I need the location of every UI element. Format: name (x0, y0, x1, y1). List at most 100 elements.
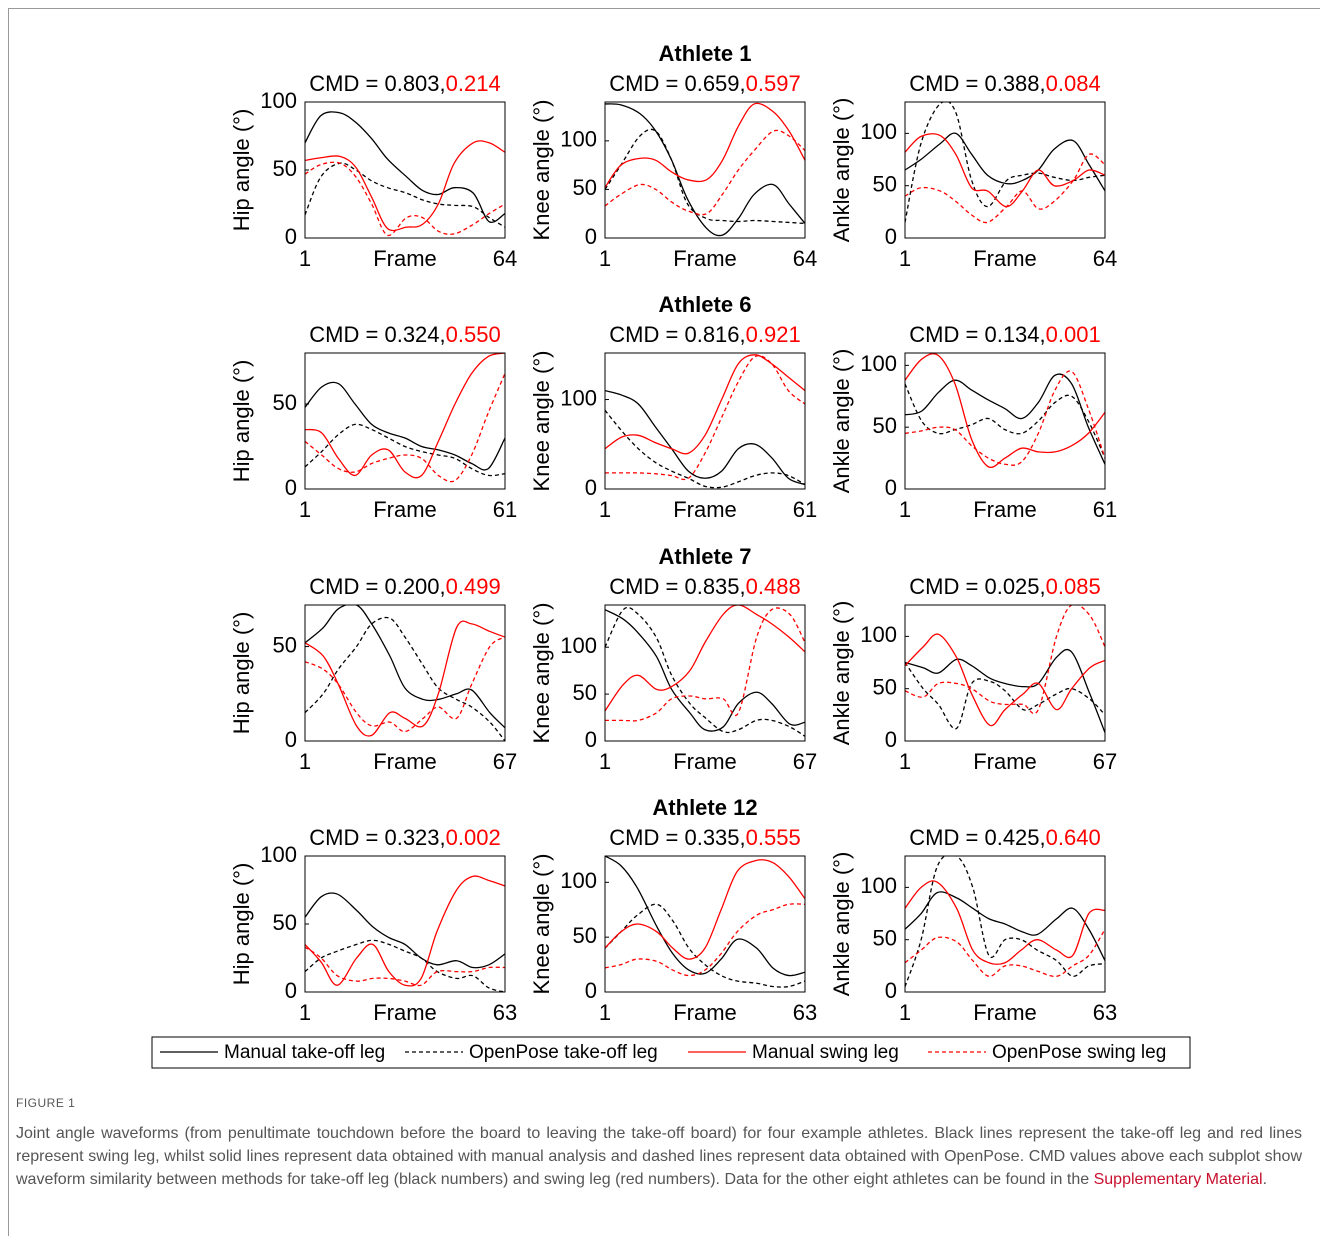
series-line (905, 370, 1105, 466)
y-tick-label: 50 (273, 632, 297, 657)
series-line (305, 161, 505, 236)
title-part: 0.085 (1046, 574, 1101, 599)
x-tick-label: 61 (793, 497, 817, 522)
subplot-title: CMD = 0.323,0.002 (309, 825, 500, 850)
series-line (305, 620, 505, 737)
row-title: Athlete 7 (659, 544, 752, 569)
x-axis-label: Frame (973, 246, 1037, 271)
subplot-title: CMD = 0.134,0.001 (909, 322, 1100, 347)
plot-box (304, 101, 506, 239)
caption-link[interactable]: Supplementary Material (1093, 1171, 1263, 1188)
title-part: CMD = 0.835, (609, 574, 745, 599)
series-line (905, 856, 1105, 987)
x-tick-label: 1 (599, 749, 611, 774)
title-part: 0.488 (746, 574, 801, 599)
x-axis-label: Frame (673, 749, 737, 774)
legend-label: OpenPose swing leg (992, 1042, 1166, 1063)
y-tick-label: 0 (285, 978, 297, 1003)
y-tick-label: 50 (873, 172, 897, 197)
legend-label: Manual swing leg (752, 1042, 899, 1063)
title-part: CMD = 0.659, (609, 71, 745, 96)
x-tick-label: 64 (793, 246, 817, 271)
subplot-title: CMD = 0.425,0.640 (909, 825, 1100, 850)
y-tick-label: 100 (860, 622, 897, 647)
y-tick-label: 0 (585, 475, 597, 500)
x-tick-label: 1 (599, 497, 611, 522)
series-line (605, 903, 805, 977)
x-axis-label: Frame (373, 1000, 437, 1025)
x-tick-label: 1 (899, 246, 911, 271)
y-tick-label: 100 (860, 873, 897, 898)
x-tick-label: 64 (1093, 246, 1117, 271)
title-part: 0.555 (746, 825, 801, 850)
title-part: CMD = 0.134, (909, 322, 1045, 347)
y-tick-label: 50 (573, 175, 597, 200)
plot-box (904, 101, 1106, 239)
series-line (605, 605, 805, 712)
y-axis-label: Hip angle (°) (229, 612, 254, 735)
series-line (305, 423, 505, 477)
subplot-title: CMD = 0.835,0.488 (609, 574, 800, 599)
y-tick-label: 0 (585, 727, 597, 752)
plot-box (304, 352, 506, 490)
row-title: Athlete 6 (659, 292, 752, 317)
plot-box (304, 855, 506, 993)
series-line (905, 133, 1105, 208)
x-tick-label: 1 (299, 497, 311, 522)
y-tick-label: 0 (285, 224, 297, 249)
y-tick-label: 100 (860, 119, 897, 144)
x-tick-label: 67 (1093, 749, 1117, 774)
y-tick-label: 0 (285, 727, 297, 752)
series-line (605, 609, 805, 732)
y-tick-label: 100 (560, 633, 597, 658)
y-tick-label: 0 (585, 224, 597, 249)
y-axis-label: Knee angle (°) (529, 100, 554, 241)
title-part: CMD = 0.025, (909, 574, 1045, 599)
x-tick-label: 1 (299, 1000, 311, 1025)
caption-body: Joint angle waveforms (from penultimate … (16, 1125, 1302, 1188)
series-line (305, 939, 505, 992)
y-tick-label: 100 (560, 385, 597, 410)
series-line (305, 373, 505, 483)
series-line (605, 354, 805, 455)
caption-text: Joint angle waveforms (from penultimate … (16, 1122, 1302, 1191)
y-tick-label: 100 (560, 868, 597, 893)
y-tick-label: 50 (273, 156, 297, 181)
plot-box (904, 855, 1106, 993)
x-axis-label: Frame (673, 497, 737, 522)
title-part: CMD = 0.200, (309, 574, 445, 599)
series-line (305, 636, 505, 733)
series-line (905, 605, 1105, 715)
y-tick-label: 0 (885, 727, 897, 752)
plot-box (604, 352, 806, 490)
y-axis-label: Hip angle (°) (229, 863, 254, 986)
subplot-title: CMD = 0.816,0.921 (609, 322, 800, 347)
y-tick-label: 100 (260, 88, 297, 113)
series-line (305, 946, 505, 987)
title-part: CMD = 0.803, (309, 71, 445, 96)
y-axis-label: Knee angle (°) (529, 351, 554, 492)
plot-box (904, 604, 1106, 742)
series-line (905, 373, 1105, 465)
legend-box (151, 1036, 1191, 1069)
title-part: 0.214 (446, 71, 501, 96)
subplot-title: CMD = 0.335,0.555 (609, 825, 800, 850)
series-line (305, 616, 505, 741)
y-axis-label: Hip angle (°) (229, 360, 254, 483)
series-line (605, 409, 805, 489)
y-axis-label: Ankle angle (°) (829, 601, 854, 746)
x-tick-label: 67 (493, 749, 517, 774)
y-axis-label: Knee angle (°) (529, 603, 554, 744)
series-line (905, 633, 1105, 727)
x-tick-label: 1 (299, 246, 311, 271)
series-line (905, 880, 1105, 965)
title-part: CMD = 0.324, (309, 322, 445, 347)
x-axis-label: Frame (373, 246, 437, 271)
x-tick-label: 61 (493, 497, 517, 522)
series-line (605, 102, 805, 188)
legend-label: Manual take-off leg (224, 1042, 385, 1063)
series-line (605, 128, 805, 225)
series-line (605, 856, 805, 977)
x-axis-label: Frame (673, 246, 737, 271)
figure-frame (8, 8, 1320, 1236)
